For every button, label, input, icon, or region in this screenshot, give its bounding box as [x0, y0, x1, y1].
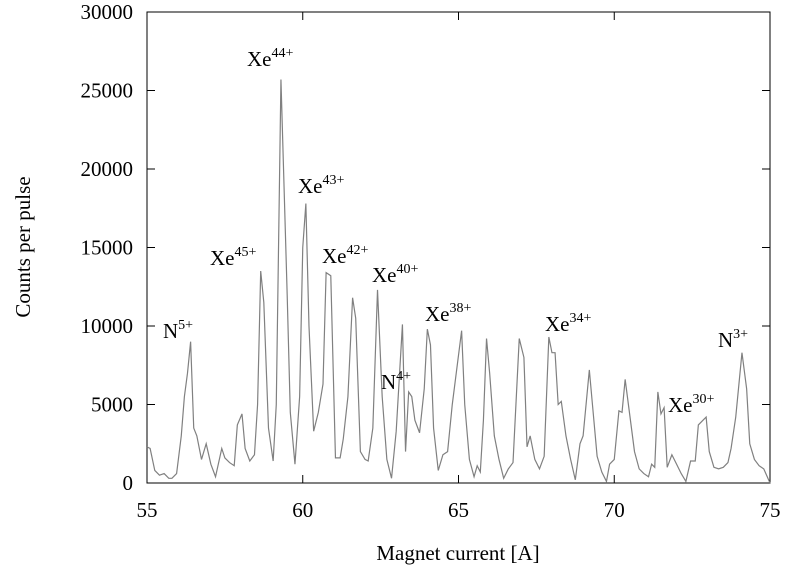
annotation-sup: 34+: [570, 311, 592, 326]
data-line: [146, 79, 771, 484]
annotation-base: Xe: [425, 302, 450, 326]
annotation-sup: 5+: [178, 318, 193, 333]
annotation-base: Xe: [322, 244, 347, 268]
x-axis-label: Magnet current [A]: [376, 541, 539, 565]
annotation-base: N: [381, 370, 396, 394]
annotation-sup: 42+: [347, 243, 369, 258]
y-tick-label: 10000: [81, 314, 134, 338]
annotation-sup: 43+: [323, 173, 345, 188]
y-tick-label: 0: [123, 471, 134, 495]
x-tick-label: 60: [292, 498, 313, 522]
annotation-base: N: [163, 319, 178, 343]
x-tick-label: 65: [448, 498, 469, 522]
x-tick-label: 55: [137, 498, 158, 522]
annotation-base: Xe: [298, 174, 323, 198]
annotation: N3+: [718, 327, 748, 352]
annotation-base: Xe: [545, 312, 570, 336]
annotation: Xe45+: [210, 245, 257, 270]
annotation: Xe43+: [298, 173, 345, 198]
annotation-base: Xe: [247, 47, 272, 71]
annotation-sup: 30+: [693, 392, 715, 407]
y-tick-label: 30000: [81, 0, 134, 24]
annotation-sup: 4+: [396, 369, 411, 384]
annotation: Xe38+: [425, 301, 472, 326]
annotation-base: Xe: [210, 246, 235, 270]
annotation-sup: 3+: [733, 327, 748, 342]
annotation-base: N: [718, 328, 733, 352]
annotation: Xe42+: [322, 243, 369, 268]
annotation: Xe40+: [372, 262, 419, 287]
y-tick-label: 20000: [81, 157, 134, 181]
annotation-sup: 44+: [272, 46, 294, 61]
annotation-sup: 38+: [450, 301, 472, 316]
y-axis-label: Counts per pulse: [11, 176, 35, 317]
annotation: Xe34+: [545, 311, 592, 336]
annotation-sup: 40+: [397, 262, 419, 277]
annotation: Xe30+: [668, 392, 715, 417]
annotation-base: Xe: [372, 263, 397, 287]
y-tick-label: 15000: [81, 236, 134, 260]
annotation-sup: 45+: [235, 245, 257, 260]
annotation: N4+: [381, 369, 411, 394]
x-tick-label: 75: [760, 498, 781, 522]
annotation: Xe44+: [247, 46, 294, 71]
annotation-base: Xe: [668, 393, 693, 417]
annotation: N5+: [163, 318, 193, 343]
y-tick-label: 25000: [81, 79, 134, 103]
x-tick-label: 70: [604, 498, 625, 522]
y-tick-label: 5000: [91, 393, 133, 417]
